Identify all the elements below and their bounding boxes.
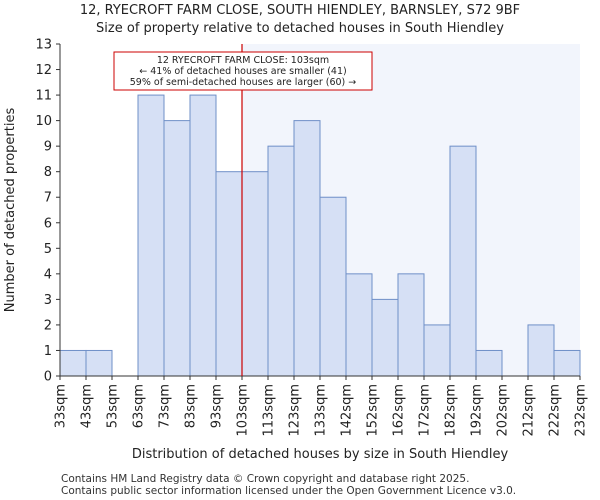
annotation-line: 12 RYECROFT FARM CLOSE: 103sqm (157, 55, 329, 66)
y-axis-title: Number of detached properties (3, 108, 18, 313)
x-tick-label: 133sqm (314, 384, 329, 437)
bar (345, 273, 373, 377)
x-tick-label: 53sqm (106, 384, 121, 428)
y-tick-label: 7 (44, 191, 52, 206)
chart-subtitle: Size of property relative to detached ho… (96, 21, 504, 36)
x-tick-label: 192sqm (470, 384, 485, 437)
bar (423, 324, 451, 377)
footer-copyright: Contains HM Land Registry data © Crown c… (61, 473, 470, 485)
x-tick-label: 123sqm (288, 384, 303, 437)
bar (527, 324, 555, 377)
x-tick-label: 202sqm (496, 384, 511, 437)
x-tick-label: 43sqm (80, 384, 95, 428)
bar (215, 171, 243, 377)
y-tick-label: 13 (35, 38, 52, 53)
bar (59, 349, 87, 377)
bar (319, 196, 347, 377)
bar (553, 349, 581, 377)
y-tick-label: 10 (35, 114, 52, 129)
x-tick-label: 113sqm (262, 384, 277, 437)
y-tick-label: 5 (44, 242, 52, 257)
annotation-line: 59% of semi-detached houses are larger (… (130, 77, 357, 88)
x-tick-label: 212sqm (522, 384, 537, 437)
chart-title: 12, RYECROFT FARM CLOSE, SOUTH HIENDLEY,… (79, 3, 521, 18)
x-tick-label: 73sqm (158, 384, 173, 428)
y-tick-label: 9 (44, 140, 52, 155)
bar (137, 94, 165, 377)
bar (189, 94, 217, 377)
y-tick-label: 12 (35, 63, 52, 78)
annotation-line: ← 41% of detached houses are smaller (41… (139, 66, 346, 77)
bar (85, 349, 113, 377)
x-tick-label: 142sqm (340, 384, 355, 437)
x-tick-label: 152sqm (366, 384, 381, 437)
y-tick-label: 4 (44, 267, 52, 282)
bar (475, 349, 503, 377)
y-tick-label: 2 (44, 318, 52, 333)
x-tick-label: 93sqm (210, 384, 225, 428)
x-tick-label: 33sqm (54, 384, 69, 428)
bar (449, 145, 477, 377)
bar (371, 298, 399, 377)
bar (293, 120, 321, 377)
x-tick-label: 162sqm (392, 384, 407, 437)
y-tick-label: 8 (44, 165, 52, 180)
bar (267, 145, 295, 377)
x-axis-title: Distribution of detached houses by size … (132, 447, 509, 462)
bar (163, 120, 191, 377)
x-tick-label: 172sqm (418, 384, 433, 437)
x-tick-label: 63sqm (132, 384, 147, 428)
y-tick-label: 1 (44, 344, 52, 359)
y-tick-label: 0 (44, 370, 52, 385)
x-tick-label: 222sqm (548, 384, 563, 437)
bar (241, 171, 269, 377)
x-tick-label: 83sqm (184, 384, 199, 428)
y-tick-label: 6 (44, 216, 52, 231)
x-tick-label: 103sqm (236, 384, 251, 437)
x-tick-label: 232sqm (574, 384, 589, 437)
y-tick-label: 3 (44, 293, 52, 308)
bar (397, 273, 425, 377)
footer-licence: Contains public sector information licen… (61, 485, 517, 497)
x-tick-label: 182sqm (444, 384, 459, 437)
annotation-box (113, 51, 373, 91)
y-tick-label: 11 (35, 89, 52, 104)
